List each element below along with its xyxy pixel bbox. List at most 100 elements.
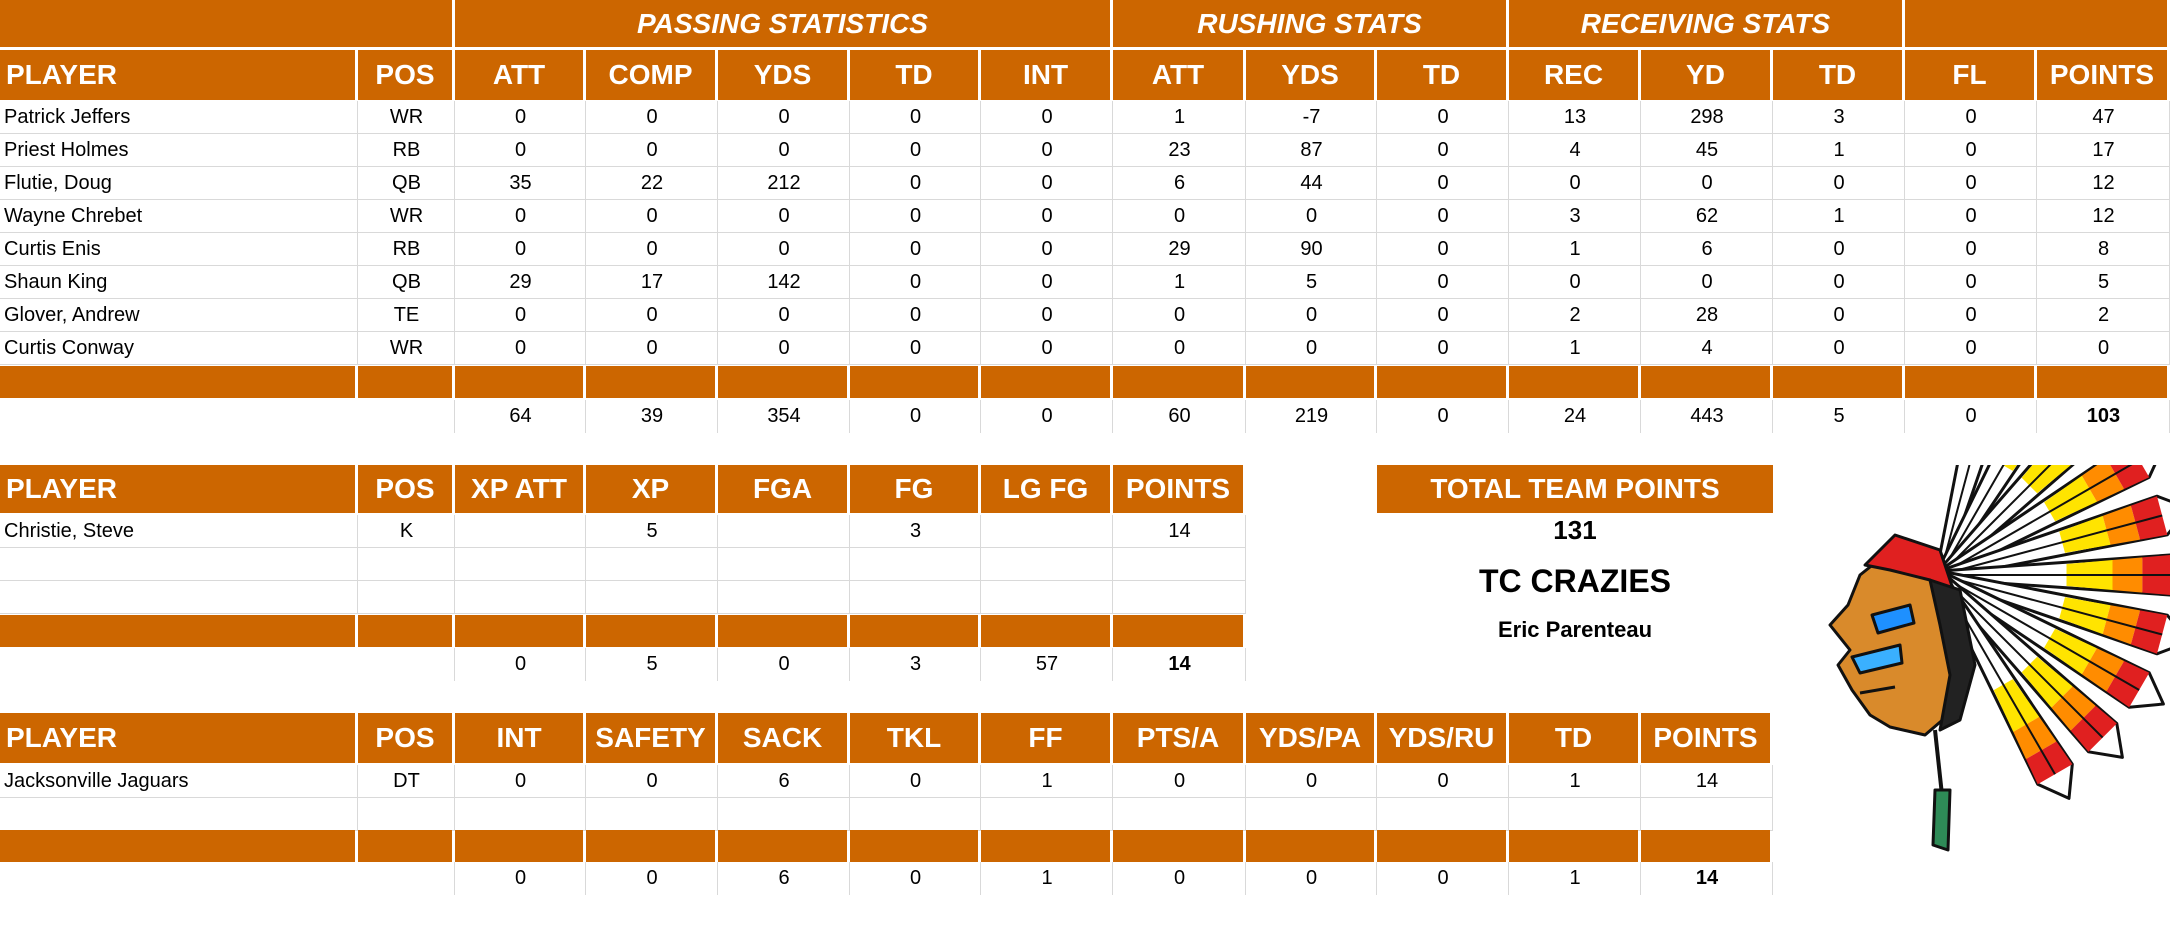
stat-cell: 0 bbox=[1041, 238, 1053, 260]
stat-cell: 62 bbox=[1695, 205, 1719, 227]
grid-line bbox=[849, 515, 850, 548]
player-name: Curtis Enis bbox=[4, 238, 101, 260]
grid-line bbox=[980, 548, 981, 581]
stat-cell: 0 bbox=[1965, 172, 1977, 194]
grid-line bbox=[980, 200, 981, 233]
grid-line bbox=[357, 765, 358, 798]
grid-line bbox=[454, 200, 455, 233]
grid-line bbox=[454, 101, 455, 134]
grid-line bbox=[1772, 400, 1773, 433]
total-cell: 0 bbox=[909, 405, 922, 427]
grid-line bbox=[717, 332, 718, 365]
grid-line bbox=[585, 266, 586, 299]
separator-bar bbox=[1113, 366, 1243, 398]
grid-line bbox=[717, 648, 718, 681]
grid-line bbox=[454, 648, 455, 681]
stat-cell: 29 bbox=[509, 271, 532, 293]
stat-cell: 2 bbox=[1569, 304, 1581, 326]
grid-line bbox=[1640, 200, 1641, 233]
stat-cell: 4 bbox=[1569, 139, 1581, 161]
player-name: Shaun King bbox=[4, 271, 108, 293]
stat-cell: 1 bbox=[1041, 770, 1053, 792]
stat-cell: RB bbox=[392, 238, 421, 260]
separator-bar bbox=[1246, 830, 1374, 862]
grid-line bbox=[1640, 101, 1641, 134]
grid-line bbox=[1376, 266, 1377, 299]
grid-line bbox=[1640, 400, 1641, 433]
grid-line bbox=[1772, 167, 1773, 200]
col-header-yds: YDS bbox=[1246, 50, 1374, 100]
grid-line bbox=[1640, 862, 1641, 895]
stat-cell: 0 bbox=[1965, 106, 1977, 128]
grid-line bbox=[1904, 200, 1905, 233]
section-header-1: RUSHING STATS bbox=[1113, 0, 1506, 47]
grid-line bbox=[1245, 798, 1246, 831]
section-header-blank bbox=[0, 0, 452, 47]
stat-cell: 23 bbox=[1168, 139, 1191, 161]
grid-line bbox=[585, 581, 586, 614]
grid-line bbox=[585, 862, 586, 895]
grid-line bbox=[849, 548, 850, 581]
col-header-points: POINTS bbox=[2037, 50, 2167, 100]
stat-cell: 0 bbox=[1701, 271, 1713, 293]
stat-cell: 0 bbox=[1173, 304, 1186, 326]
stat-cell: WR bbox=[389, 337, 424, 359]
player-name: Glover, Andrew bbox=[4, 304, 140, 326]
total-cell: 0 bbox=[514, 653, 527, 675]
stat-cell: 6 bbox=[1173, 172, 1186, 194]
grid-line bbox=[1112, 101, 1113, 134]
stat-cell: 0 bbox=[1041, 205, 1053, 227]
separator-bar bbox=[358, 615, 452, 647]
stat-cell bbox=[718, 581, 850, 614]
stat-cell: 0 bbox=[1701, 172, 1713, 194]
grid-line bbox=[1112, 299, 1113, 332]
grid-line bbox=[585, 134, 586, 167]
col-header-fg: FG bbox=[850, 465, 978, 513]
stat-cell: 0 bbox=[646, 238, 658, 260]
col-header-rec: REC bbox=[1509, 50, 1638, 100]
col-header-td: TD bbox=[1773, 50, 1902, 100]
stat-cell: 0 bbox=[909, 271, 922, 293]
total-cell: 354 bbox=[767, 405, 801, 427]
grid-line bbox=[1376, 167, 1377, 200]
stat-cell: 0 bbox=[909, 770, 922, 792]
player-name: Wayne Chrebet bbox=[4, 205, 143, 227]
stat-cell: 14 bbox=[1695, 770, 1719, 792]
grid-line bbox=[585, 765, 586, 798]
stat-cell: 0 bbox=[1965, 304, 1977, 326]
stat-cell: 0 bbox=[514, 205, 527, 227]
stat-cell: 1 bbox=[1173, 271, 1186, 293]
stat-cell: 14 bbox=[1168, 520, 1191, 542]
col-header-sack: SACK bbox=[718, 713, 847, 763]
stat-cell: 1 bbox=[1569, 238, 1581, 260]
stat-cell: 0 bbox=[1437, 172, 1449, 194]
grid-line bbox=[454, 581, 455, 614]
grid-line bbox=[1640, 134, 1641, 167]
player-name bbox=[0, 798, 358, 831]
stat-cell bbox=[981, 581, 1113, 614]
grid-line bbox=[1772, 332, 1773, 365]
grid-line bbox=[849, 101, 850, 134]
grid-line bbox=[0, 265, 2170, 266]
stat-cell: 0 bbox=[646, 205, 658, 227]
grid-line bbox=[717, 515, 718, 548]
stat-cell: 5 bbox=[646, 520, 658, 542]
stat-cell: 0 bbox=[514, 238, 527, 260]
separator-bar bbox=[455, 366, 583, 398]
stat-cell bbox=[1509, 798, 1641, 831]
separator-bar bbox=[850, 830, 978, 862]
stat-cell: 0 bbox=[514, 770, 527, 792]
grid-line bbox=[357, 233, 358, 266]
stat-cell: 0 bbox=[646, 304, 658, 326]
col-header-yds-pa: YDS/PA bbox=[1246, 713, 1374, 763]
grid-line bbox=[0, 364, 2170, 365]
grid-line bbox=[1112, 648, 1113, 681]
total-cell: 60 bbox=[1168, 405, 1191, 427]
grid-line bbox=[1245, 101, 1246, 134]
col-header-fl: FL bbox=[1905, 50, 2034, 100]
stat-cell bbox=[1113, 798, 1246, 831]
grid-line bbox=[1508, 862, 1509, 895]
grid-line bbox=[1112, 798, 1113, 831]
stat-cell: 0 bbox=[1041, 271, 1053, 293]
stat-cell: 0 bbox=[1305, 337, 1318, 359]
